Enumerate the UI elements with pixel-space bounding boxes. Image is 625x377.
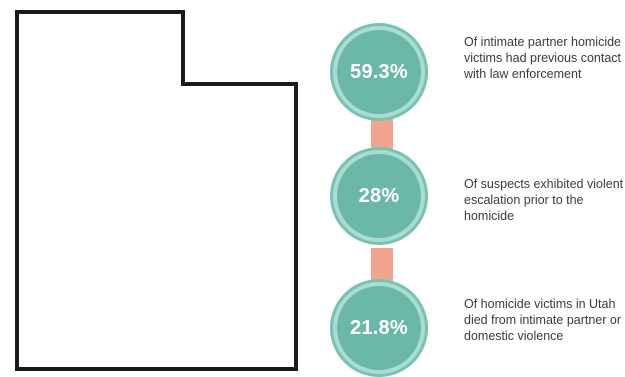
stat-description: Of suspects exhibited violent escalation… bbox=[464, 177, 624, 223]
stat-circle-violent-escalation: 28% bbox=[333, 150, 425, 242]
timeline-connector bbox=[371, 248, 393, 288]
stat-value: 21.8% bbox=[350, 316, 408, 339]
stat-circle-contact-law-enforcement: 59.3% bbox=[333, 26, 425, 118]
stat-value: 59.3% bbox=[350, 60, 408, 83]
utah-map-outline bbox=[15, 10, 298, 371]
timeline-connector bbox=[371, 118, 393, 158]
stat-circle-domestic-violence: 21.8% bbox=[333, 282, 425, 374]
stat-description: Of intimate partner homicide victims had… bbox=[464, 35, 622, 81]
stat-description: Of homicide victims in Utah died from in… bbox=[464, 297, 622, 343]
stat-value: 28% bbox=[358, 184, 400, 207]
